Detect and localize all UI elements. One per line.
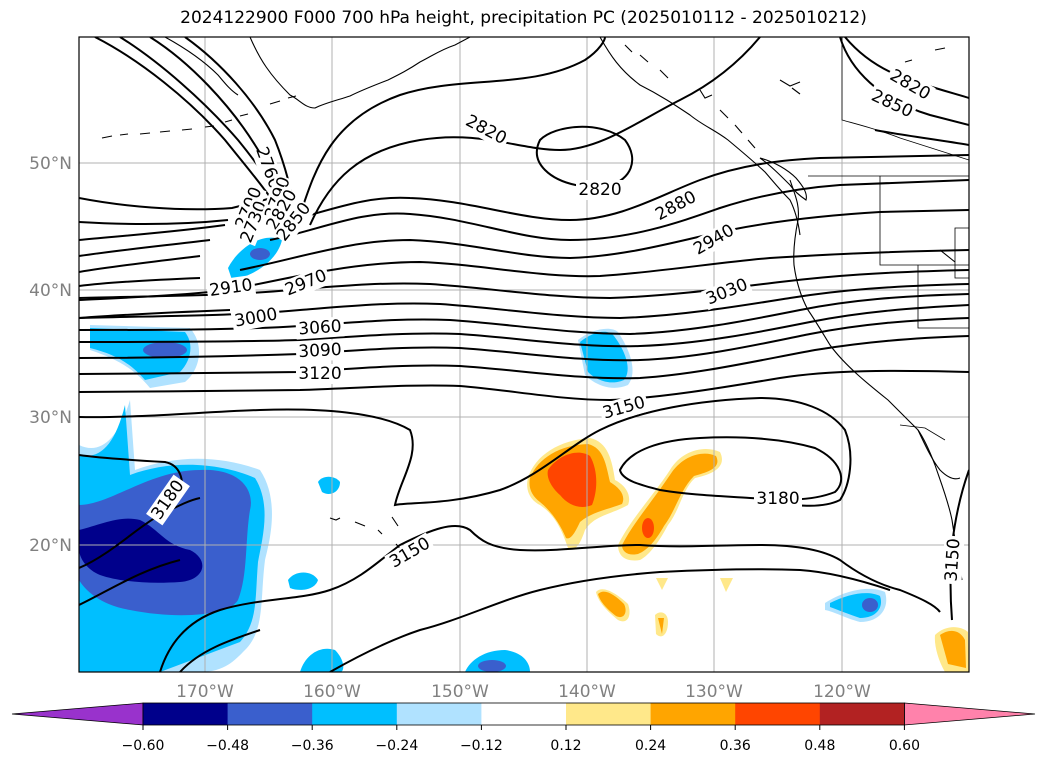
- precip-pos-patch-3: [656, 578, 668, 590]
- precip-pos-patch-2b: [658, 618, 664, 634]
- contour-label: 3180: [756, 489, 799, 509]
- contour-label: 2820: [462, 111, 510, 149]
- map-frame: [78, 36, 970, 673]
- lon-label: 150°W: [431, 682, 489, 702]
- lon-label: 170°W: [176, 682, 234, 702]
- colorbar-tick-label: −0.24: [375, 738, 418, 754]
- colorbar-tick-label: 0.48: [804, 738, 835, 754]
- lat-label: 30°N: [29, 408, 72, 428]
- colorbar-extend-min: [11, 702, 144, 726]
- colorbar-extend-max: [904, 702, 1036, 726]
- contour-label: 3030: [703, 275, 751, 310]
- political-borders: [808, 37, 969, 441]
- colorbar-tick-label: −0.60: [122, 738, 165, 754]
- precip-pos-patch-4: [720, 578, 733, 592]
- contour-label: 3090: [298, 340, 342, 362]
- colorbar-segment: [566, 703, 652, 725]
- precip-pos-patch-5b: [940, 630, 966, 668]
- contour-label: 3060: [298, 317, 343, 340]
- colorbar-tick-label: 0.36: [720, 738, 751, 754]
- contour-label: 3120: [298, 364, 341, 384]
- lon-label: 130°W: [685, 682, 743, 702]
- colorbar-tick-label: −0.12: [460, 738, 503, 754]
- precip-pos-red-2: [642, 518, 654, 538]
- lat-label: 20°N: [29, 536, 72, 556]
- colorbar-tick-label: −0.36: [291, 738, 334, 754]
- colorbar-tick-label: 0.24: [635, 738, 666, 754]
- longitude-labels: 170°W 160°W 150°W 140°W 130°W 120°W: [176, 682, 871, 702]
- colorbar-segment: [481, 703, 567, 725]
- colorbar-segment: [819, 703, 905, 725]
- lat-label: 50°N: [29, 154, 72, 174]
- colorbar-tick-label: 0.12: [550, 738, 581, 754]
- colorbar-segment: [396, 703, 482, 725]
- precip-neg-patch-1c: [143, 342, 187, 358]
- colorbar-tick-label: 0.60: [889, 738, 920, 754]
- colorbar-segment: [650, 703, 736, 725]
- colorbar-tick-label: −0.48: [206, 738, 249, 754]
- map-grid: [79, 37, 969, 672]
- precip-neg-dark: [79, 518, 203, 583]
- colorbar: −0.60 −0.48 −0.36 −0.24 −0.12 0.12 0.24 0.36 0.4…: [11, 702, 1036, 754]
- map-title: 2024122900 F000 700 hPa height, precipit…: [180, 8, 867, 28]
- latitude-labels: 50°N 40°N 30°N 20°N: [29, 154, 72, 556]
- precip-neg-patch-7: [318, 476, 340, 494]
- precip-neg-patch-4c: [862, 598, 878, 612]
- precip-neg-patch-5b: [478, 660, 506, 672]
- lon-label: 140°W: [558, 682, 616, 702]
- precip-neg-patch-2b: [250, 248, 270, 260]
- lat-label: 40°N: [29, 281, 72, 301]
- colorbar-outline: [142, 702, 905, 726]
- precip-neg-patch-8: [288, 572, 318, 590]
- precip-fills: [79, 237, 969, 672]
- precip-pos-mid-2: [622, 453, 718, 555]
- contour-label: 3150: [942, 538, 965, 583]
- colorbar-segment: [227, 703, 313, 725]
- colorbar-segment: [312, 703, 398, 725]
- contour-label: 2910: [208, 275, 254, 301]
- lon-label: 160°W: [303, 682, 361, 702]
- contour-label: 2970: [282, 266, 330, 301]
- colorbar-segment: [143, 703, 229, 725]
- colorbar-segment: [735, 703, 821, 725]
- precip-pos-patch-1b: [598, 591, 626, 618]
- contour-label: 2820: [578, 180, 621, 200]
- lon-label: 120°W: [813, 682, 871, 702]
- contour-label: 2880: [652, 187, 700, 225]
- coastlines: [101, 37, 963, 581]
- precip-pos-red: [547, 452, 597, 507]
